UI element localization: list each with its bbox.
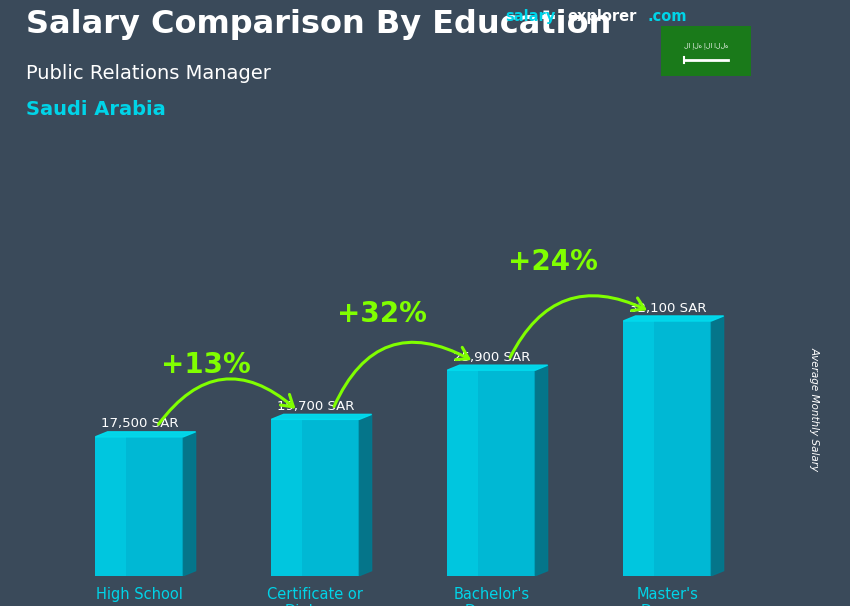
Text: 32,100 SAR: 32,100 SAR xyxy=(628,302,706,315)
Text: explorer: explorer xyxy=(568,9,638,24)
Polygon shape xyxy=(360,415,371,576)
Bar xyxy=(447,370,478,576)
Text: Average Monthly Salary: Average Monthly Salary xyxy=(809,347,819,471)
Text: 17,500 SAR: 17,500 SAR xyxy=(100,418,178,430)
Text: لا إله إلا الله: لا إله إلا الله xyxy=(683,42,728,49)
Text: .com: .com xyxy=(648,9,687,24)
Text: salary: salary xyxy=(506,9,556,24)
Text: Saudi Arabia: Saudi Arabia xyxy=(26,100,165,119)
FancyArrowPatch shape xyxy=(334,342,468,407)
FancyArrowPatch shape xyxy=(510,296,644,358)
Bar xyxy=(95,437,126,576)
Text: +13%: +13% xyxy=(162,351,251,379)
Text: +32%: +32% xyxy=(337,300,427,328)
Bar xyxy=(623,321,654,576)
Polygon shape xyxy=(447,365,547,370)
Text: 19,700 SAR: 19,700 SAR xyxy=(276,400,354,413)
Polygon shape xyxy=(711,316,723,576)
Polygon shape xyxy=(184,432,196,576)
Bar xyxy=(95,437,184,576)
Polygon shape xyxy=(95,432,196,437)
Polygon shape xyxy=(536,365,547,576)
FancyArrowPatch shape xyxy=(159,379,293,424)
Bar xyxy=(271,419,302,576)
Bar xyxy=(271,419,360,576)
Bar xyxy=(447,370,536,576)
Text: +24%: +24% xyxy=(508,248,598,276)
Polygon shape xyxy=(271,415,371,419)
Bar xyxy=(623,321,711,576)
Text: Public Relations Manager: Public Relations Manager xyxy=(26,64,270,82)
Polygon shape xyxy=(623,316,723,321)
Text: 25,900 SAR: 25,900 SAR xyxy=(452,351,530,364)
Text: Salary Comparison By Education: Salary Comparison By Education xyxy=(26,9,611,40)
